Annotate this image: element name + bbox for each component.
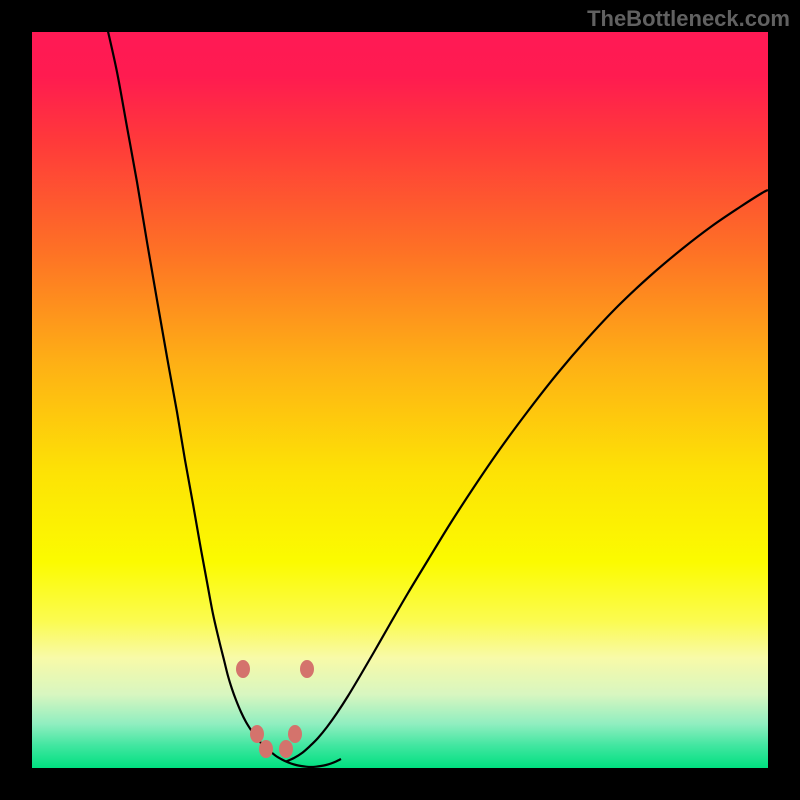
- curve-layer: [32, 32, 768, 768]
- curve-marker: [236, 660, 250, 678]
- left-curve: [107, 32, 341, 767]
- plot-area: [32, 32, 768, 768]
- curve-marker: [259, 740, 273, 758]
- watermark-text: TheBottleneck.com: [587, 6, 790, 32]
- curve-marker: [288, 725, 302, 743]
- right-curve: [286, 190, 768, 762]
- curve-marker: [300, 660, 314, 678]
- curve-marker: [250, 725, 264, 743]
- curve-markers: [236, 660, 314, 758]
- curve-marker: [279, 740, 293, 758]
